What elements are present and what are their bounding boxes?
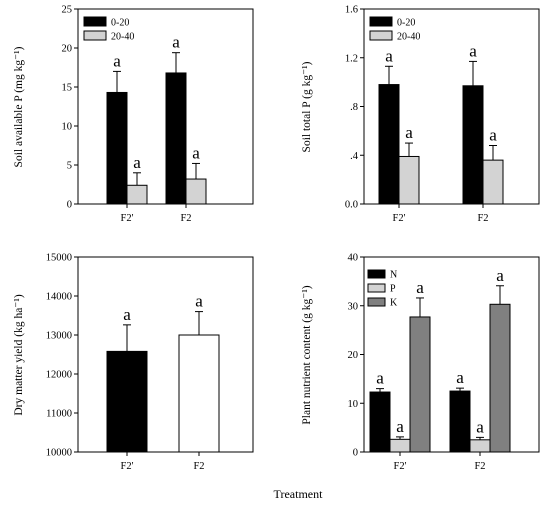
bar-K-0 <box>409 316 431 453</box>
legend-swatch <box>83 30 107 41</box>
y-tick-label: 10000 <box>46 448 72 459</box>
significance-label: a <box>113 51 121 70</box>
bar-0-20-0 <box>106 91 128 205</box>
y-tick-label: 5 <box>67 161 72 172</box>
y-tick-label: 12000 <box>46 370 72 381</box>
y-tick-label: 30 <box>348 301 359 312</box>
legend-swatch <box>367 283 386 293</box>
significance-label: a <box>469 41 477 60</box>
y-tick-label: 20 <box>62 44 73 55</box>
y-tick-label: 11000 <box>46 409 72 420</box>
y-tick-label: 40 <box>348 253 359 264</box>
y-axis-label: Dry matter yield (kg ha⁻¹) <box>13 294 25 415</box>
bar-1 <box>178 334 220 453</box>
x-tick-label: F2' <box>121 461 134 472</box>
y-tick-label: 0 <box>67 200 72 211</box>
y-tick-label: 10 <box>348 399 359 410</box>
chart-panel-4: 0 10 20 30 40 F2' F2 Plant nutrient content (g … <box>301 253 540 472</box>
legend-label: N <box>390 270 397 281</box>
significance-label: a <box>376 369 384 388</box>
y-tick-label: 1.2 <box>345 53 358 64</box>
chart-panel-2: 0.0 .4 .8 1.2 1.6 F2' F2 Soil total P (g kg⁻¹) a… <box>301 5 540 224</box>
x-tick-label: F2' <box>121 213 134 224</box>
y-axis-label: Soil total P (g kg⁻¹) <box>301 61 313 152</box>
y-axis-label: Plant nutrient content (g kg⁻¹) <box>301 285 313 424</box>
legend-label: K <box>390 298 398 309</box>
legend: 0-20 20-40 <box>83 16 134 43</box>
bar-0 <box>106 350 148 453</box>
significance-label: a <box>172 33 180 52</box>
legend: NPK <box>367 269 398 309</box>
x-tick-label: F2' <box>394 461 407 472</box>
y-tick-label: 14000 <box>46 292 72 303</box>
legend: 0-20 20-40 <box>369 16 420 43</box>
significance-label: a <box>456 368 464 387</box>
significance-label: a <box>385 46 393 65</box>
significance-label: a <box>192 143 200 162</box>
bar-20-40-0 <box>398 155 420 205</box>
y-tick-label: 15 <box>62 83 73 94</box>
y-tick-label: .4 <box>350 151 359 162</box>
legend-swatch <box>367 269 386 279</box>
x-tick-label: F2 <box>477 213 488 224</box>
y-tick-label: 0.0 <box>345 200 358 211</box>
significance-label: a <box>195 292 203 311</box>
significance-label: a <box>396 417 404 436</box>
legend-swatch <box>369 16 393 27</box>
legend-label: P <box>390 284 396 295</box>
bar-0-20-1 <box>165 72 187 205</box>
y-tick-label: 25 <box>62 5 73 16</box>
legend-label: 0-20 <box>397 18 415 29</box>
bar-N-0 <box>369 391 391 453</box>
legend-label: 20-40 <box>397 32 420 43</box>
legend-swatch <box>83 16 107 27</box>
significance-label: a <box>416 278 424 297</box>
significance-label: a <box>489 126 497 145</box>
bar-20-40-1 <box>185 178 207 205</box>
significance-label: a <box>133 153 141 172</box>
bar-20-40-0 <box>126 184 148 205</box>
significance-label: a <box>496 266 504 285</box>
legend-label: 0-20 <box>111 18 129 29</box>
y-tick-label: 0 <box>353 448 358 459</box>
bar-P-1 <box>469 439 491 453</box>
y-tick-label: 13000 <box>46 331 72 342</box>
bar-0-20-1 <box>462 85 484 205</box>
bar-N-1 <box>449 390 471 453</box>
y-tick-label: 1.6 <box>345 5 358 16</box>
x-tick-label: F2' <box>393 213 406 224</box>
bar-0-20-0 <box>378 84 400 205</box>
significance-label: a <box>123 305 131 324</box>
legend-swatch <box>367 297 386 307</box>
significance-label: a <box>405 123 413 142</box>
x-axis-label: Treatment <box>274 487 324 501</box>
bar-K-1 <box>489 303 511 453</box>
plot-frame <box>77 256 254 453</box>
y-tick-label: 10 <box>62 122 73 133</box>
chart-panel-1: 0 5 10 15 20 25 F2' F2 Soil available P (mg kg⁻¹… <box>13 5 254 224</box>
y-tick-label: 20 <box>348 350 359 361</box>
x-tick-label: F2 <box>193 461 204 472</box>
y-tick-label: .8 <box>350 102 358 113</box>
significance-label: a <box>476 417 484 436</box>
chart-panel-3: 10000 11000 12000 13000 14000 15000 F2' F2 Dry m… <box>13 253 254 472</box>
y-tick-label: 15000 <box>46 253 72 264</box>
x-tick-label: F2 <box>474 461 485 472</box>
x-tick-label: F2 <box>180 213 191 224</box>
bar-20-40-1 <box>482 159 504 205</box>
legend-swatch <box>369 30 393 41</box>
y-axis-label: Soil available P (mg kg⁻¹) <box>13 46 25 167</box>
legend-label: 20-40 <box>111 32 134 43</box>
bar-P-0 <box>389 438 411 453</box>
